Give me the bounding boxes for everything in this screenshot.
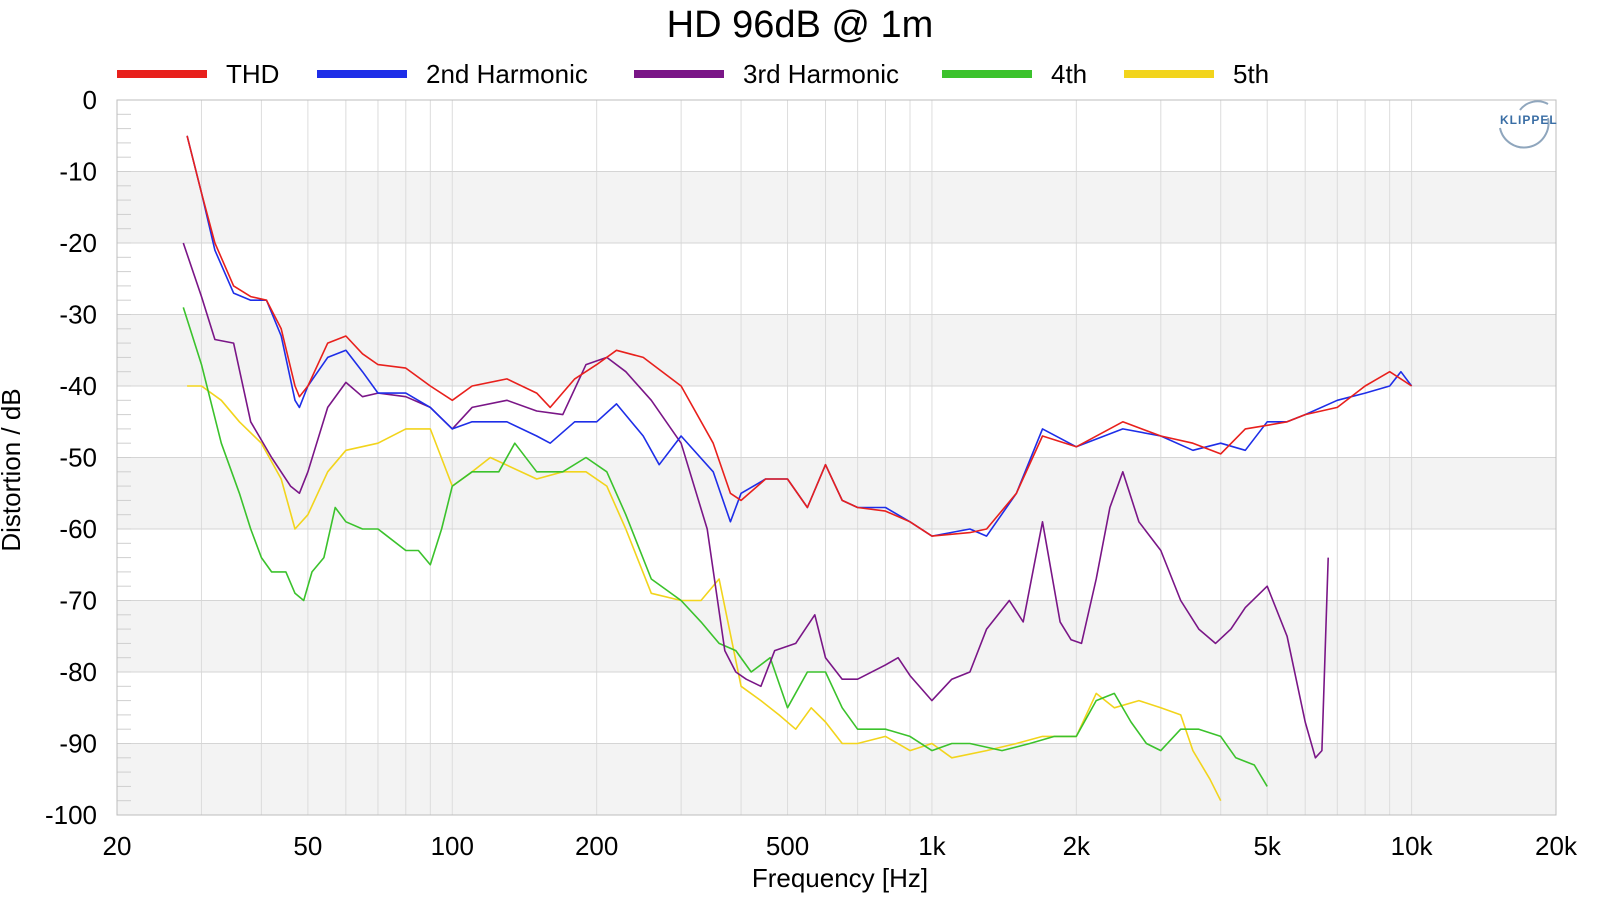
grid-band [117, 457, 1556, 529]
x-tick-label: 5k [1253, 831, 1281, 861]
klippel-logo: KLIPPEL [1499, 100, 1558, 149]
y-tick-label: 0 [83, 85, 97, 115]
x-tick-label: 50 [293, 831, 322, 861]
x-tick-label: 200 [575, 831, 618, 861]
y-tick-label: -70 [59, 586, 97, 616]
series-line-2nd-harmonic [186, 135, 1413, 537]
y-tick-label: -50 [59, 443, 97, 473]
grid-band [117, 672, 1556, 744]
series-line-4th [182, 307, 1268, 787]
legend-label: THD [226, 59, 279, 89]
grid-band [117, 743, 1556, 815]
y-tick-label: -30 [59, 300, 97, 330]
y-tick-label: -10 [59, 157, 97, 187]
grid-band [117, 529, 1556, 601]
legend-swatch [634, 70, 724, 78]
x-tick-label: 500 [766, 831, 809, 861]
y-tick-label: -80 [59, 657, 97, 687]
legend-swatch [317, 70, 407, 78]
y-tick-label: -40 [59, 371, 97, 401]
grid-band [117, 243, 1556, 315]
x-tick-label: 2k [1063, 831, 1091, 861]
grid-band [117, 386, 1556, 458]
x-tick-label: 20 [103, 831, 132, 861]
tick-labels: 20 50 100 200 500 1k 2k 5k 10k 20k 0 -10 -20 -30 -40 -5… [45, 85, 1578, 861]
grid-band [117, 314, 1556, 386]
series-layer [182, 135, 1413, 802]
grid-band [117, 600, 1556, 672]
chart-title: HD 96dB @ 1m [667, 4, 934, 46]
legend-label: 3rd Harmonic [743, 59, 899, 89]
series-line-3rd-harmonic [182, 242, 1329, 759]
x-tick-label: 100 [431, 831, 474, 861]
legend-swatch [942, 70, 1032, 78]
y-tick-label: -60 [59, 514, 97, 544]
y-tick-label: -100 [45, 800, 97, 830]
x-tick-label: 20k [1535, 831, 1578, 861]
x-tick-label: 10k [1391, 831, 1434, 861]
legend-label: 5th [1233, 59, 1269, 89]
svg-text:KLIPPEL: KLIPPEL [1500, 113, 1558, 127]
grid-band [117, 171, 1556, 243]
y-tick-label: -20 [59, 228, 97, 258]
series-line-thd [186, 135, 1413, 537]
legend-swatch [1124, 70, 1214, 78]
legend: THD 2nd Harmonic 3rd Harmonic 4th 5th [117, 59, 1269, 89]
plot-frame [116, 99, 1557, 816]
y-axis-label: Distortion / dB [0, 388, 26, 551]
x-axis-label: Frequency [Hz] [752, 863, 928, 893]
grid-band [117, 100, 1556, 172]
plot-area [116, 99, 1557, 816]
legend-swatch [117, 70, 207, 78]
legend-label: 4th [1051, 59, 1087, 89]
y-tick-label: -90 [59, 729, 97, 759]
x-tick-label: 1k [918, 831, 946, 861]
legend-label: 2nd Harmonic [426, 59, 588, 89]
